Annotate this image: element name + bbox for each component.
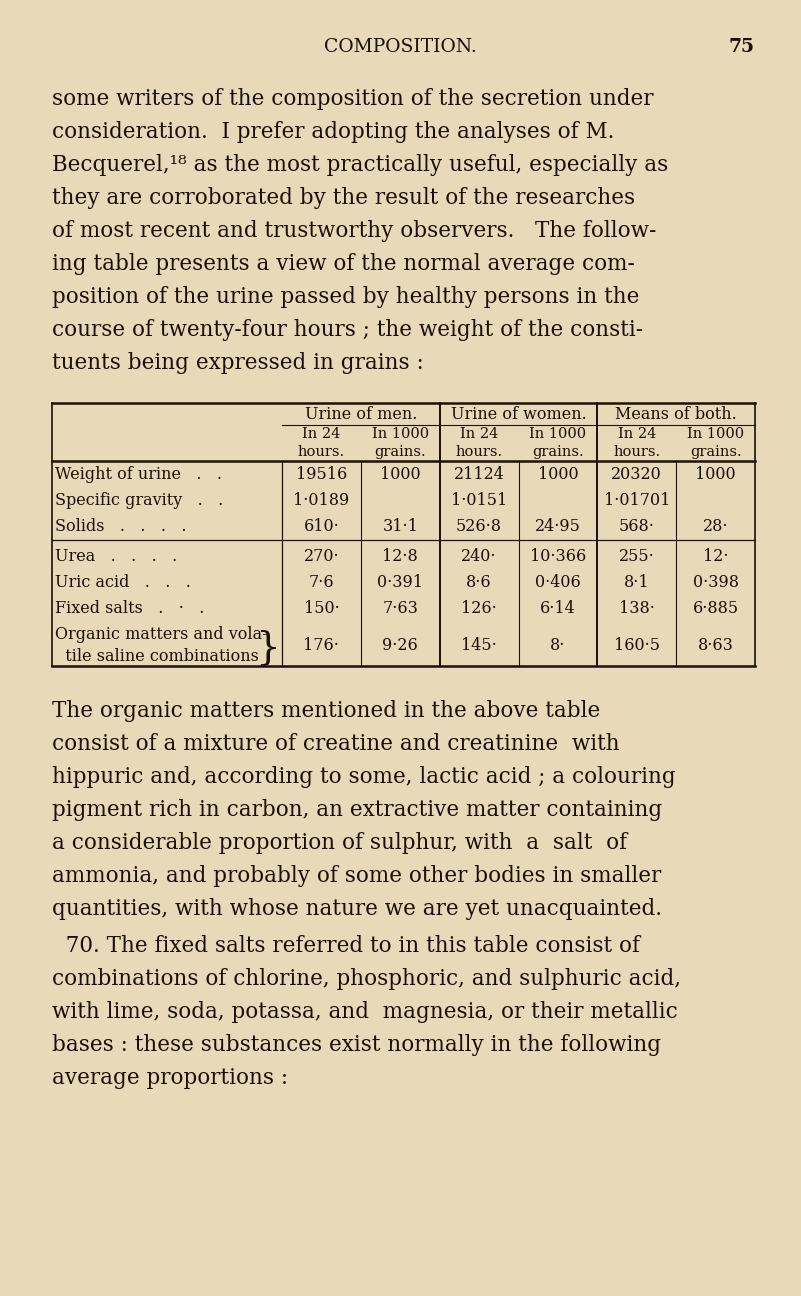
Text: 28·: 28· xyxy=(702,518,728,535)
Text: }: } xyxy=(256,630,280,667)
Text: they are corroborated by the result of the researches: they are corroborated by the result of t… xyxy=(52,187,635,209)
Text: 75: 75 xyxy=(729,38,755,56)
Text: position of the urine passed by healthy persons in the: position of the urine passed by healthy … xyxy=(52,286,639,308)
Text: In 1000
grains.: In 1000 grains. xyxy=(687,426,744,459)
Text: 6·14: 6·14 xyxy=(540,600,576,617)
Text: ing table presents a view of the normal average com-: ing table presents a view of the normal … xyxy=(52,253,635,275)
Text: 1000: 1000 xyxy=(380,467,421,483)
Text: In 24
hours.: In 24 hours. xyxy=(456,426,503,459)
Text: In 24
hours.: In 24 hours. xyxy=(298,426,345,459)
Text: a considerable proportion of sulphur, with  a  salt  of: a considerable proportion of sulphur, wi… xyxy=(52,832,627,854)
Text: with lime, soda, potassa, and  magnesia, or their metallic: with lime, soda, potassa, and magnesia, … xyxy=(52,1001,678,1023)
Text: 31·1: 31·1 xyxy=(382,518,418,535)
Text: 19516: 19516 xyxy=(296,467,347,483)
Text: Urine of women.: Urine of women. xyxy=(451,406,586,422)
Text: consideration.  I prefer adopting the analyses of M.: consideration. I prefer adopting the ana… xyxy=(52,121,614,143)
Text: 8·1: 8·1 xyxy=(624,574,650,591)
Text: average proportions :: average proportions : xyxy=(52,1067,288,1089)
Text: 70. The fixed salts referred to in this table consist of: 70. The fixed salts referred to in this … xyxy=(52,934,640,956)
Text: consist of a mixture of creatine and creatinine  with: consist of a mixture of creatine and cre… xyxy=(52,734,620,756)
Text: 138·: 138· xyxy=(619,600,654,617)
Text: 20320: 20320 xyxy=(611,467,662,483)
Text: 610·: 610· xyxy=(304,518,340,535)
Text: 12·8: 12·8 xyxy=(382,548,418,565)
Text: 1·01701: 1·01701 xyxy=(604,492,670,509)
Text: hippuric and, according to some, lactic acid ; a colouring: hippuric and, according to some, lactic … xyxy=(52,766,676,788)
Text: 12·: 12· xyxy=(702,548,728,565)
Text: COMPOSITION.: COMPOSITION. xyxy=(324,38,477,56)
Text: bases : these substances exist normally in the following: bases : these substances exist normally … xyxy=(52,1034,661,1056)
Text: 160·5: 160·5 xyxy=(614,638,660,654)
Text: some writers of the composition of the secretion under: some writers of the composition of the s… xyxy=(52,88,654,110)
Text: Urine of men.: Urine of men. xyxy=(304,406,417,422)
Text: tuents being expressed in grains :: tuents being expressed in grains : xyxy=(52,353,424,375)
Text: In 1000
grains.: In 1000 grains. xyxy=(529,426,586,459)
Text: 150·: 150· xyxy=(304,600,340,617)
Text: course of twenty-four hours ; the weight of the consti-: course of twenty-four hours ; the weight… xyxy=(52,319,643,341)
Text: 176·: 176· xyxy=(304,638,340,654)
Text: In 1000
grains.: In 1000 grains. xyxy=(372,426,429,459)
Text: 8·6: 8·6 xyxy=(466,574,492,591)
Text: pigment rich in carbon, an extractive matter containing: pigment rich in carbon, an extractive ma… xyxy=(52,800,662,820)
Text: Specific gravity   .   .: Specific gravity . . xyxy=(55,492,223,509)
Text: 0·391: 0·391 xyxy=(377,574,423,591)
Text: 255·: 255· xyxy=(619,548,654,565)
Text: 145·: 145· xyxy=(461,638,497,654)
Text: tile saline combinations: tile saline combinations xyxy=(55,648,259,665)
Text: 10·366: 10·366 xyxy=(529,548,586,565)
Text: of most recent and trustworthy observers.   The follow-: of most recent and trustworthy observers… xyxy=(52,220,656,242)
Text: 240·: 240· xyxy=(461,548,497,565)
Text: 126·: 126· xyxy=(461,600,497,617)
Text: 568·: 568· xyxy=(619,518,654,535)
Text: Fixed salts   .   ·   .: Fixed salts . · . xyxy=(55,600,204,617)
Text: ammonia, and probably of some other bodies in smaller: ammonia, and probably of some other bodi… xyxy=(52,864,662,886)
Text: 6·885: 6·885 xyxy=(693,600,739,617)
Text: Uric acid   .   .   .: Uric acid . . . xyxy=(55,574,191,591)
Text: Becquerel,¹⁸ as the most practically useful, especially as: Becquerel,¹⁸ as the most practically use… xyxy=(52,154,668,176)
Text: Solids   .   .   .   .: Solids . . . . xyxy=(55,518,187,535)
Text: 0·398: 0·398 xyxy=(693,574,739,591)
Text: combinations of chlorine, phosphoric, and sulphuric acid,: combinations of chlorine, phosphoric, an… xyxy=(52,968,681,990)
Text: 21124: 21124 xyxy=(453,467,505,483)
Text: 7·6: 7·6 xyxy=(308,574,334,591)
Text: 1000: 1000 xyxy=(695,467,736,483)
Text: 24·95: 24·95 xyxy=(535,518,581,535)
Text: 270·: 270· xyxy=(304,548,340,565)
Text: 526·8: 526·8 xyxy=(456,518,502,535)
Text: 1·0189: 1·0189 xyxy=(293,492,349,509)
Text: 8·: 8· xyxy=(550,638,566,654)
Text: 0·406: 0·406 xyxy=(535,574,581,591)
Text: 1000: 1000 xyxy=(537,467,578,483)
Text: Means of both.: Means of both. xyxy=(615,406,737,422)
Text: 8·63: 8·63 xyxy=(698,638,734,654)
Text: Organic matters and vola-: Organic matters and vola- xyxy=(55,626,268,643)
Text: In 24
hours.: In 24 hours. xyxy=(614,426,660,459)
Text: Urea   .   .   .   .: Urea . . . . xyxy=(55,548,177,565)
Text: quantities, with whose nature we are yet unacquainted.: quantities, with whose nature we are yet… xyxy=(52,898,662,920)
Text: The organic matters mentioned in the above table: The organic matters mentioned in the abo… xyxy=(52,700,600,722)
Text: 1·0151: 1·0151 xyxy=(451,492,507,509)
Text: Weight of urine   .   .: Weight of urine . . xyxy=(55,467,222,483)
Text: 9·26: 9·26 xyxy=(382,638,418,654)
Text: 7·63: 7·63 xyxy=(382,600,418,617)
